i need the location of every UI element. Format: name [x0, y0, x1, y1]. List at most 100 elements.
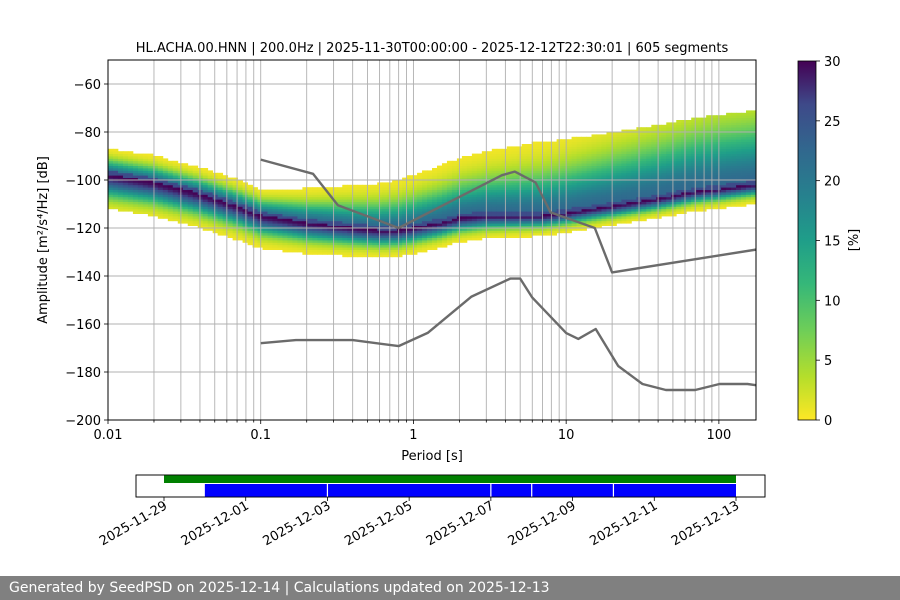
- heatmap-cell: [681, 189, 687, 193]
- heatmap-cell: [751, 182, 756, 186]
- heatmap-cell: [157, 158, 164, 162]
- heatmap-cell: [536, 192, 543, 195]
- heatmap-cell: [521, 160, 528, 164]
- heatmap-cell: [397, 218, 403, 222]
- heatmap-cell: [591, 196, 597, 200]
- heatmap-cell: [631, 170, 637, 174]
- heatmap-cell: [651, 201, 657, 205]
- heatmap-cell: [496, 184, 503, 188]
- heatmap-cell: [342, 187, 348, 190]
- heatmap-cell: [666, 132, 672, 135]
- heatmap-cell: [277, 208, 283, 212]
- heatmap-cell: [342, 199, 348, 202]
- heatmap-cell: [222, 213, 229, 217]
- heatmap-cell: [601, 189, 607, 193]
- heatmap-cell: [596, 175, 602, 178]
- heatmap-cell: [451, 225, 458, 229]
- heatmap-cell: [247, 240, 253, 243]
- heatmap-cell: [666, 122, 672, 126]
- heatmap-cell: [476, 172, 483, 176]
- heatmap-cell: [267, 244, 273, 248]
- heatmap-cell: [287, 199, 293, 202]
- heatmap-cell: [232, 220, 238, 224]
- heatmap-cell: [192, 182, 199, 186]
- heatmap-cell: [736, 122, 742, 126]
- heatmap-cell: [666, 177, 672, 181]
- heatmap-cell: [621, 134, 627, 138]
- heatmap-cell: [536, 175, 543, 178]
- heatmap-cell: [312, 208, 318, 212]
- heatmap-cell: [516, 184, 523, 188]
- heatmap-cell: [277, 218, 283, 222]
- heatmap-cell: [686, 194, 692, 198]
- heatmap-cell: [436, 237, 443, 241]
- heatmap-cell: [242, 223, 248, 226]
- heatmap-cell: [172, 182, 179, 186]
- heatmap-cell: [446, 230, 453, 234]
- heatmap-cell: [731, 124, 737, 128]
- heatmap-cell: [461, 189, 468, 193]
- nlnm-curve: [260, 277, 756, 392]
- heatmap-cell: [412, 235, 418, 238]
- heatmap-cell: [417, 242, 423, 246]
- heatmap-cell: [108, 151, 114, 154]
- heatmap-cell: [536, 160, 543, 164]
- heatmap-cell: [641, 139, 647, 142]
- heatmap-cell: [407, 228, 413, 231]
- heatmap-cell: [601, 206, 607, 210]
- heatmap-cell: [382, 235, 388, 238]
- heatmap-cell: [686, 120, 692, 123]
- heatmap-cell: [272, 208, 278, 212]
- heatmap-cell: [511, 206, 518, 210]
- heatmap-cell: [297, 208, 303, 212]
- heatmap-cell: [112, 182, 119, 186]
- heatmap-cell: [671, 211, 677, 214]
- heatmap-cell: [117, 206, 124, 210]
- heatmap-cell: [202, 225, 209, 229]
- heatmap-cell: [591, 153, 597, 157]
- heatmap-cell: [152, 187, 159, 190]
- heatmap-cell: [551, 194, 558, 198]
- heatmap-cell: [237, 211, 243, 214]
- heatmap-cell: [686, 172, 692, 176]
- heatmap-cell: [292, 199, 298, 202]
- heatmap-cell: [362, 228, 368, 231]
- heatmap-cell: [536, 225, 543, 229]
- heatmap-cell: [182, 187, 189, 190]
- heatmap-cell: [606, 163, 612, 166]
- heatmap-cell: [521, 235, 528, 238]
- heatmap-cell: [561, 225, 567, 229]
- heatmap-cell: [506, 206, 513, 210]
- heatmap-cell: [626, 153, 632, 157]
- heatmap-cell: [516, 158, 523, 162]
- heatmap-cell: [417, 240, 423, 243]
- heatmap-cell: [681, 180, 687, 183]
- heatmap-cell: [372, 249, 378, 253]
- heatmap-cell: [596, 184, 602, 188]
- heatmap-cell: [691, 156, 697, 159]
- heatmap-cell: [227, 220, 234, 224]
- heatmap-cell: [108, 184, 114, 188]
- heatmap-cell: [461, 158, 468, 162]
- heatmap-cell: [721, 136, 727, 140]
- heatmap-cell: [367, 194, 373, 198]
- heatmap-cell: [222, 223, 229, 226]
- heatmap-cell: [392, 182, 398, 186]
- heatmap-cell: [666, 175, 672, 178]
- heatmap-cell: [551, 230, 558, 234]
- heatmap-cell: [312, 240, 318, 243]
- heatmap-cell: [656, 175, 662, 178]
- heatmap-cell: [506, 184, 513, 188]
- heatmap-cell: [352, 220, 358, 224]
- heatmap-cell: [671, 153, 677, 157]
- heatmap-cell: [132, 168, 139, 171]
- heatmap-cell: [521, 158, 528, 162]
- heatmap-cell: [262, 199, 268, 202]
- heatmap-cell: [277, 192, 283, 195]
- heatmap-cell: [471, 199, 478, 202]
- heatmap-cell: [372, 184, 378, 188]
- heatmap-cell: [691, 189, 697, 193]
- heatmap-cell: [511, 146, 518, 150]
- heatmap-cell: [571, 196, 577, 200]
- heatmap-cell: [217, 196, 224, 200]
